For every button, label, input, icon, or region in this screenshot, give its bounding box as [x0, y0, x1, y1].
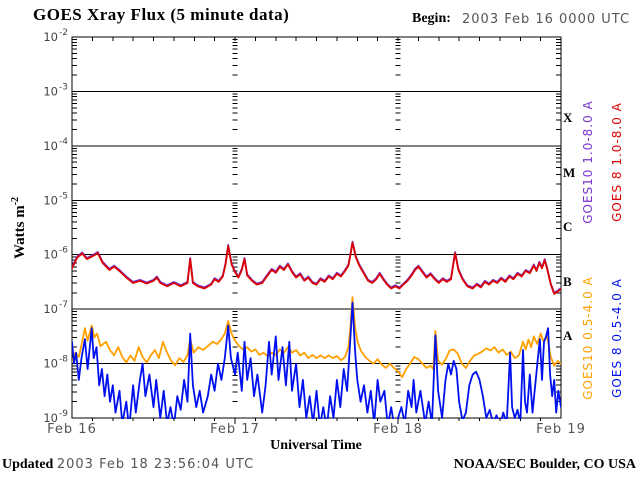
begin-label: Begin:	[412, 11, 451, 26]
svg-text:10: 10	[43, 139, 58, 153]
svg-text:10: 10	[43, 30, 58, 44]
svg-text:10: 10	[43, 357, 58, 371]
axes	[71, 36, 562, 424]
svg-text:10: 10	[43, 193, 58, 207]
svg-text:-5: -5	[59, 191, 68, 201]
begin-value: 2003 Feb 16 0000 UTC	[462, 12, 631, 27]
svg-text:-6: -6	[59, 246, 68, 256]
updated-value: 2003 Feb 18 23:56:04 UTC	[56, 457, 255, 472]
svg-text:10: 10	[43, 84, 58, 98]
flare-class-m: M	[563, 165, 576, 180]
svg-text:10: 10	[43, 411, 58, 425]
series-goes10-0-5-4-0-a	[72, 296, 561, 379]
legend-goes10-short: GOES10 0.5-4.0 A	[581, 276, 595, 400]
x-axis-title: Universal Time	[270, 438, 362, 453]
svg-text:-7: -7	[59, 300, 68, 310]
data-series	[72, 240, 561, 419]
svg-text:-9: -9	[59, 409, 68, 419]
legend-goes8-short: GOES 8 0.5-4.0 A	[610, 278, 624, 398]
y-axis-title-exponent: -2	[10, 196, 21, 206]
x-tick-feb19: Feb 19	[536, 422, 586, 437]
flare-class-a: A	[563, 328, 573, 343]
series-goes-8-0-5-4-0-a	[72, 301, 561, 419]
legend-goes10-long: GOES10 1.0-8.0 A	[581, 100, 595, 224]
flare-class-x: X	[563, 110, 573, 125]
flare-class-b: B	[563, 274, 572, 289]
y-axis-title: Watts m-2	[10, 173, 28, 283]
x-tick-feb17: Feb 17	[210, 422, 260, 437]
svg-text:10: 10	[43, 302, 58, 316]
x-tick-feb16: Feb 16	[47, 422, 97, 437]
page-title: GOES Xray Flux (5 minute data)	[33, 5, 290, 24]
svg-text:-8: -8	[59, 355, 68, 365]
y-axis-title-base: Watts m	[12, 205, 28, 260]
series-goes-8-1-0-8-0-a	[72, 241, 561, 295]
legend-goes8-long: GOES 8 1.0-8.0 A	[610, 102, 624, 222]
updated-label: Updated	[2, 457, 54, 472]
svg-text:10: 10	[43, 248, 58, 262]
y-axis-tick-labels: 10-210-310-410-510-610-710-810-9	[43, 28, 68, 425]
x-tick-feb18: Feb 18	[373, 422, 423, 437]
flare-class-c: C	[563, 219, 573, 234]
svg-text:-3: -3	[59, 82, 68, 92]
credit-text: NOAA/SEC Boulder, CO USA	[453, 457, 636, 472]
svg-text:-4: -4	[59, 137, 68, 147]
svg-text:-2: -2	[59, 28, 68, 38]
updated-timestamp: Updated 2003 Feb 18 23:56:04 UTC	[2, 457, 254, 473]
